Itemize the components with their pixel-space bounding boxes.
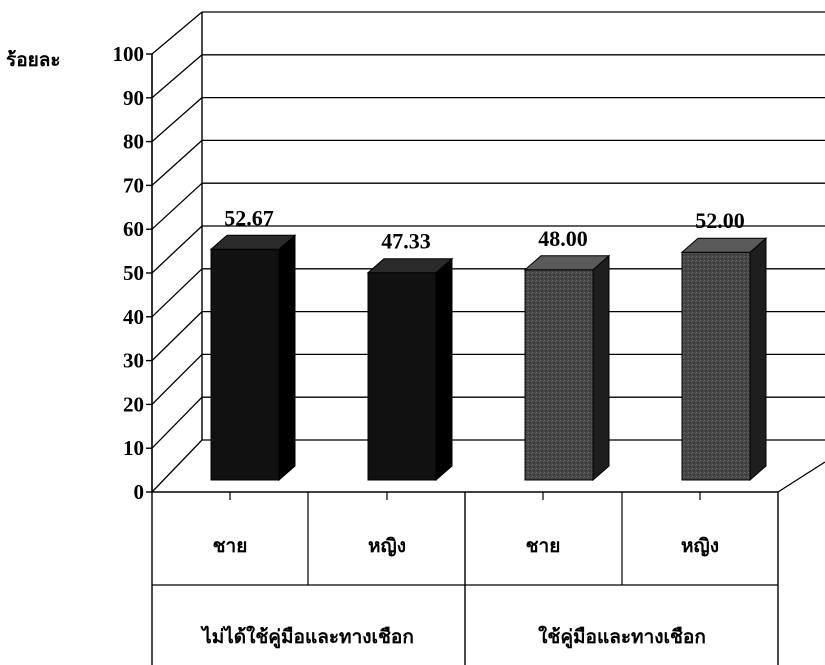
floor-right-edge — [777, 461, 825, 493]
bar — [523, 254, 611, 482]
side-wall-gridline — [151, 97, 203, 143]
y-tick-label: 90 — [123, 86, 144, 110]
side-wall-gridline — [151, 54, 203, 99]
data-labels: 52.67 47.33 48.00 52.00 — [224, 205, 745, 253]
data-label: 52.00 — [695, 208, 745, 233]
category-label: หญิง — [681, 535, 719, 557]
bar-front — [524, 269, 594, 481]
side-wall-gridline — [151, 268, 203, 318]
bar-top — [680, 237, 768, 253]
bar-top — [366, 258, 454, 274]
bar-side — [278, 234, 296, 482]
bar-front — [681, 251, 751, 481]
y-tick-label: 50 — [123, 261, 144, 285]
y-tick-label: 20 — [123, 392, 144, 416]
side-wall-gridline — [151, 439, 203, 493]
y-tick-label: 70 — [123, 173, 144, 197]
data-label: 48.00 — [538, 226, 588, 251]
side-wall-gridline — [151, 396, 203, 449]
data-label: 47.33 — [381, 229, 431, 254]
bar-side — [592, 254, 610, 482]
group-label: ไม่ได้ใช้คู่มือและทางเชือก — [200, 625, 414, 649]
bar — [680, 237, 768, 482]
bar — [366, 257, 454, 482]
side-wall-gridline — [151, 353, 203, 405]
y-axis: 0 10 20 30 40 50 60 70 80 90 100 ร้อยละ — [6, 42, 153, 504]
side-wall-gridline — [151, 225, 203, 274]
category-table: ชาย หญิง ชาย หญิงไม่ได้ใช้คู่มือและทางเชือก… — [151, 492, 779, 665]
bars — [209, 234, 768, 482]
category-label: หญิง — [368, 535, 406, 557]
category-label: ชาย — [526, 535, 561, 557]
bar-front — [210, 248, 280, 481]
y-tick-label: 100 — [113, 42, 145, 66]
bar — [209, 234, 297, 482]
side-wall-gridline — [151, 139, 203, 186]
y-tick-label: 80 — [123, 130, 144, 154]
bar-top — [209, 234, 297, 250]
bar-front — [367, 272, 437, 481]
bar-side — [435, 257, 453, 482]
side-wall-gridline — [151, 182, 203, 230]
y-axis-title: ร้อยละ — [6, 49, 61, 71]
y-tick-label: 40 — [123, 305, 144, 329]
group-label: ใช้คู่มือและทางเชือก — [538, 625, 706, 649]
category-label: ชาย — [213, 535, 248, 557]
y-tick-label: 10 — [123, 436, 144, 460]
y-tick-label: 30 — [123, 349, 144, 373]
bar-top — [523, 255, 611, 271]
gridlines — [151, 11, 825, 493]
side-wall-gridline — [151, 11, 203, 55]
y-tick-label: 60 — [123, 217, 144, 241]
y-tick-label: 0 — [134, 480, 145, 504]
side-wall-gridline — [151, 311, 203, 362]
bar-side — [749, 237, 767, 482]
data-label: 52.67 — [224, 205, 274, 230]
